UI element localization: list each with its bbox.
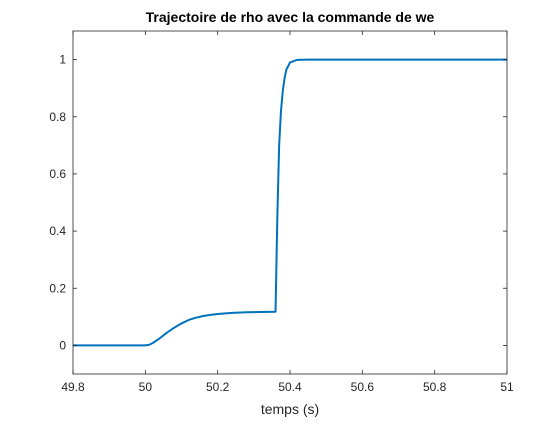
x-tick-label: 50.6 (351, 380, 375, 394)
x-tick-label: 50.4 (278, 380, 302, 394)
y-tick-label: 0.4 (49, 224, 66, 238)
x-tick-label: 50.8 (423, 380, 447, 394)
y-tick-label: 0.6 (49, 167, 66, 181)
x-tick-label: 49.8 (61, 380, 85, 394)
y-tick-label: 0.2 (49, 281, 66, 295)
y-tick-label: 1 (59, 53, 66, 67)
x-tick-label: 50 (139, 380, 153, 394)
y-tick-label: 0 (59, 338, 66, 352)
chart-title: Trajectoire de rho avec la commande de w… (146, 9, 435, 25)
y-tick-label: 0.8 (49, 110, 66, 124)
x-axis-label: temps (s) (261, 401, 319, 417)
y-axis: 0 0.2 0.4 0.6 0.8 1 (49, 53, 507, 352)
x-axis: 49.8 50 50.2 50.4 50.6 50.8 51 (61, 31, 514, 394)
plot-area (73, 31, 507, 374)
x-tick-label: 51 (500, 380, 514, 394)
series-line-1 (73, 58, 507, 347)
series-layer (73, 58, 507, 347)
x-tick-label: 50.2 (206, 380, 230, 394)
